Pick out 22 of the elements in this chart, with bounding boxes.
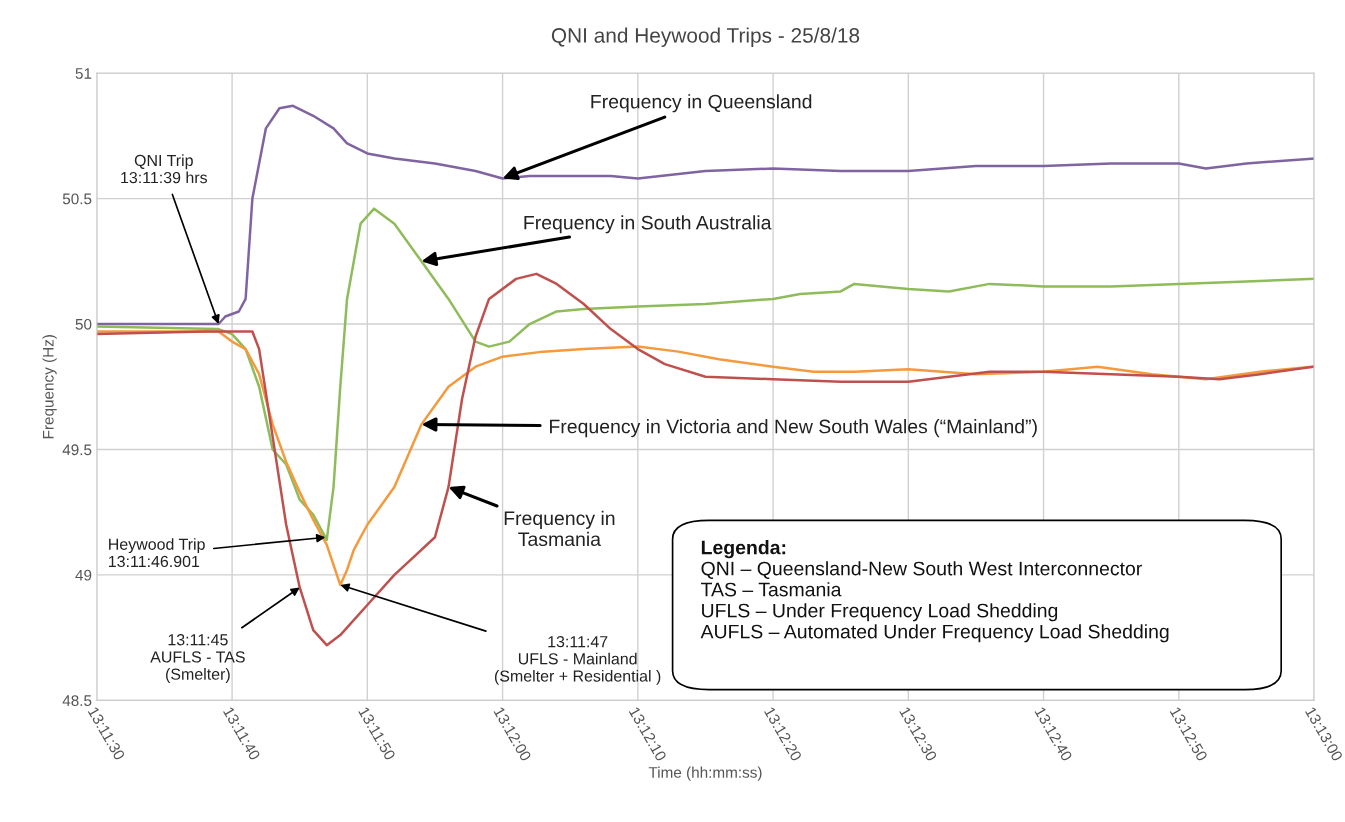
annotation: Legenda: bbox=[701, 540, 786, 559]
y-tick-label: 48.5 bbox=[62, 695, 92, 707]
y-tick-label: 50 bbox=[75, 318, 92, 330]
annotation: TAS – Tasmania bbox=[701, 582, 842, 597]
annotation: AUFLS – Automated Under Frequency Load Shedding bbox=[700, 624, 1169, 643]
y-axis-title: Frequency (Hz) bbox=[42, 335, 57, 439]
annotation: Frequency in Tasmania bbox=[504, 510, 615, 547]
x-axis-title: Time (hh:mm:ss) bbox=[648, 766, 762, 781]
annotation: Heywood Trip 13:11:46.901 bbox=[109, 538, 205, 568]
annotation: UFLS – Under Frequency Load Shedding bbox=[702, 603, 1058, 622]
annotation: 13:11:47 UFLS - Mainland (Smelter + Residential ) bbox=[494, 635, 661, 685]
annotation: Frequency in Queensland bbox=[591, 94, 812, 113]
y-tick-label: 49.5 bbox=[62, 444, 92, 456]
y-tick-label: 50.5 bbox=[62, 193, 92, 205]
annotation: 13:11:45 AUFLS - TAS (Smelter) bbox=[150, 634, 245, 683]
y-tick-label: 51 bbox=[75, 68, 92, 79]
chart-title: QNI and Heywood Trips - 25/8/18 bbox=[551, 27, 860, 47]
annotation: QNI Trip 13:11:39 hrs bbox=[121, 154, 208, 184]
annotation: QNI – Queensland-New South West Interconnector bbox=[701, 561, 1142, 579]
annotation: Frequency in Victoria and New South Wales (“Mainland”) bbox=[550, 419, 1037, 438]
y-tick-label: 49 bbox=[75, 569, 92, 581]
annotation: Frequency in South Australia bbox=[524, 215, 772, 234]
